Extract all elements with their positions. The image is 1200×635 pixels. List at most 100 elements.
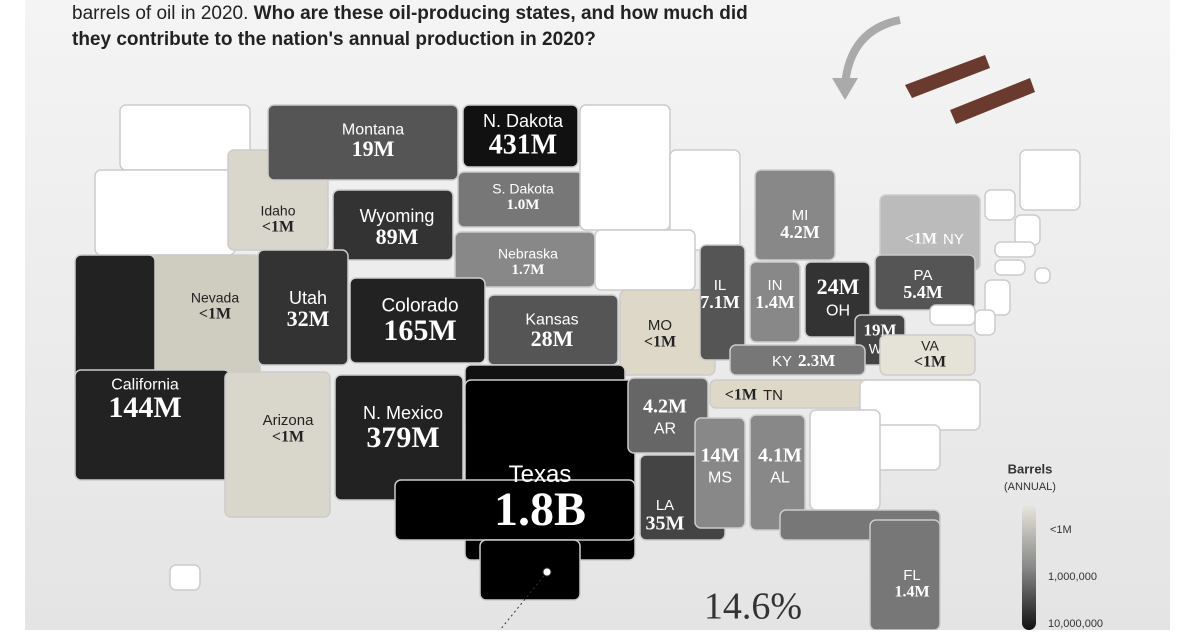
legend-label: 1,000,000 [1048,571,1097,583]
state-name: DE [980,320,991,329]
state-shape [994,259,1026,276]
state-value: 19M [352,136,395,161]
state-name: Arizona [263,412,315,429]
state-name: Montana [342,122,404,139]
state-name: IL [714,277,727,294]
state-name: ME [1045,179,1066,195]
state-value: 35M [646,513,685,535]
state-name: WA [189,128,212,144]
intro-text: barrels of oil in 2020. Who are these oi… [72,3,748,24]
state-name: OR [158,204,179,220]
state-shape [974,309,996,336]
state-name: RI [1039,272,1047,281]
state-shape [349,277,486,364]
state-shape [267,104,459,181]
state-name: PA [914,267,933,284]
state-shape [462,104,579,168]
state-name: TN [763,387,783,404]
state-name: VT [994,197,1007,208]
state-name: MI [792,207,809,224]
state-name: IA [633,246,647,262]
state-value: 89M [376,224,419,249]
state-shape [1034,267,1051,284]
state-name: AR [654,420,676,437]
state-shape [694,417,746,529]
state-shape [809,409,881,511]
state-value: 7.1M [700,292,740,312]
state-shape [699,244,746,361]
intro-text: they contribute to the nation's annual p… [72,29,596,50]
state-value: 5.4M [903,282,943,302]
state-value: 1.8B [494,483,586,536]
state-value: 4.2M [780,222,820,242]
state-value: 165M [383,314,456,347]
state-value: 1.4M [755,292,795,312]
state-shape [257,249,349,366]
state-value: 14M [701,445,740,467]
state-name: SC [887,433,906,449]
state-value: <1M [199,306,231,323]
state-name: MA [1013,244,1027,254]
state-name: Utah [289,288,327,308]
state-name: FL [903,567,921,584]
state-value: 4.2M [643,396,687,418]
state-name: CT [1012,262,1024,272]
state-name: GA [840,469,861,485]
state-value: 1.4M [894,584,929,601]
state-value: <1M [644,334,676,351]
state-value: <1M [914,354,946,371]
state-name: Kansas [525,312,578,329]
state-name: IN [768,277,783,294]
state-value: <1M [272,429,304,446]
state-name: OH [826,302,850,319]
state-name: MN [609,156,631,172]
ship [905,55,990,98]
state-name: N. Mexico [363,403,443,423]
leader-dot [542,567,552,577]
state-value: 24M [817,274,860,299]
state-shape [749,414,806,531]
legend-label: 10,000,000 [1048,618,1103,630]
state-name: KY [772,353,792,370]
legend-title: Barrels [1008,461,1053,476]
state-name: Wyoming [360,206,435,226]
state-name: LA [656,497,674,514]
state-value: <1M [905,231,937,248]
state-value: 2.3M [798,351,835,370]
state-shape [729,344,866,376]
state-shape [929,304,976,326]
state-shape [879,334,976,376]
state-name: NH [1018,230,1032,241]
state-value: <1M [725,387,757,404]
legend-bar [1022,505,1036,630]
state-shape [169,564,201,591]
state-value: 32M [287,306,330,331]
state-name: AL [770,469,790,486]
state-name: MD [939,310,952,319]
state-value: 431M [489,129,557,160]
state-shape [332,189,454,261]
state-name: MO [648,317,672,334]
state-name: NY [943,231,964,248]
state-name: Nebraska [498,245,558,261]
state-shape [984,279,1011,316]
state-shape [627,377,709,454]
texas-share: 14.6% [704,586,802,628]
state-name: NJ [997,292,1007,301]
state-shape [804,261,871,338]
state-shape [224,371,331,518]
state-shape [984,189,1016,221]
arrow-head [832,78,858,100]
state-name: California [111,377,179,394]
state-name: MS [708,469,732,486]
state-value: 379M [366,421,439,454]
state-name: Colorado [381,296,458,317]
state-name: Texas [509,461,572,488]
state-shape [754,169,836,261]
state-name: Idaho [260,202,295,218]
legend-subtitle: (ANNUAL) [1004,481,1056,493]
state-value: 1.0M [507,197,540,213]
state-value: <1M [262,219,294,236]
state-shape [874,254,976,311]
state-shape [749,261,801,343]
